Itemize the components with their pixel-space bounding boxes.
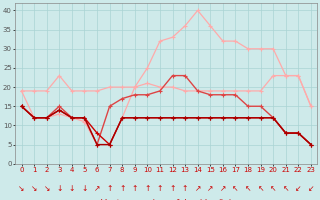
Text: ↑: ↑ — [182, 184, 188, 193]
Text: ↖: ↖ — [270, 184, 276, 193]
Text: ↗: ↗ — [207, 184, 213, 193]
Text: ↓: ↓ — [69, 184, 75, 193]
Text: ↙: ↙ — [308, 184, 314, 193]
Text: ↓: ↓ — [56, 184, 62, 193]
Text: ↖: ↖ — [245, 184, 251, 193]
Text: ↗: ↗ — [94, 184, 100, 193]
Text: ↓: ↓ — [81, 184, 88, 193]
Text: ↑: ↑ — [107, 184, 113, 193]
Text: ↑: ↑ — [169, 184, 176, 193]
Text: ↗: ↗ — [195, 184, 201, 193]
Text: Vent moyen/en rafales ( km/h ): Vent moyen/en rafales ( km/h ) — [101, 199, 232, 200]
Text: ↖: ↖ — [283, 184, 289, 193]
Text: ↘: ↘ — [44, 184, 50, 193]
Text: ↙: ↙ — [295, 184, 301, 193]
Text: ↑: ↑ — [144, 184, 150, 193]
Text: ↘: ↘ — [31, 184, 37, 193]
Text: ↗: ↗ — [220, 184, 226, 193]
Text: ↑: ↑ — [157, 184, 163, 193]
Text: ↑: ↑ — [132, 184, 138, 193]
Text: ↖: ↖ — [232, 184, 239, 193]
Text: ↘: ↘ — [18, 184, 25, 193]
Text: ↑: ↑ — [119, 184, 125, 193]
Text: ↖: ↖ — [257, 184, 264, 193]
